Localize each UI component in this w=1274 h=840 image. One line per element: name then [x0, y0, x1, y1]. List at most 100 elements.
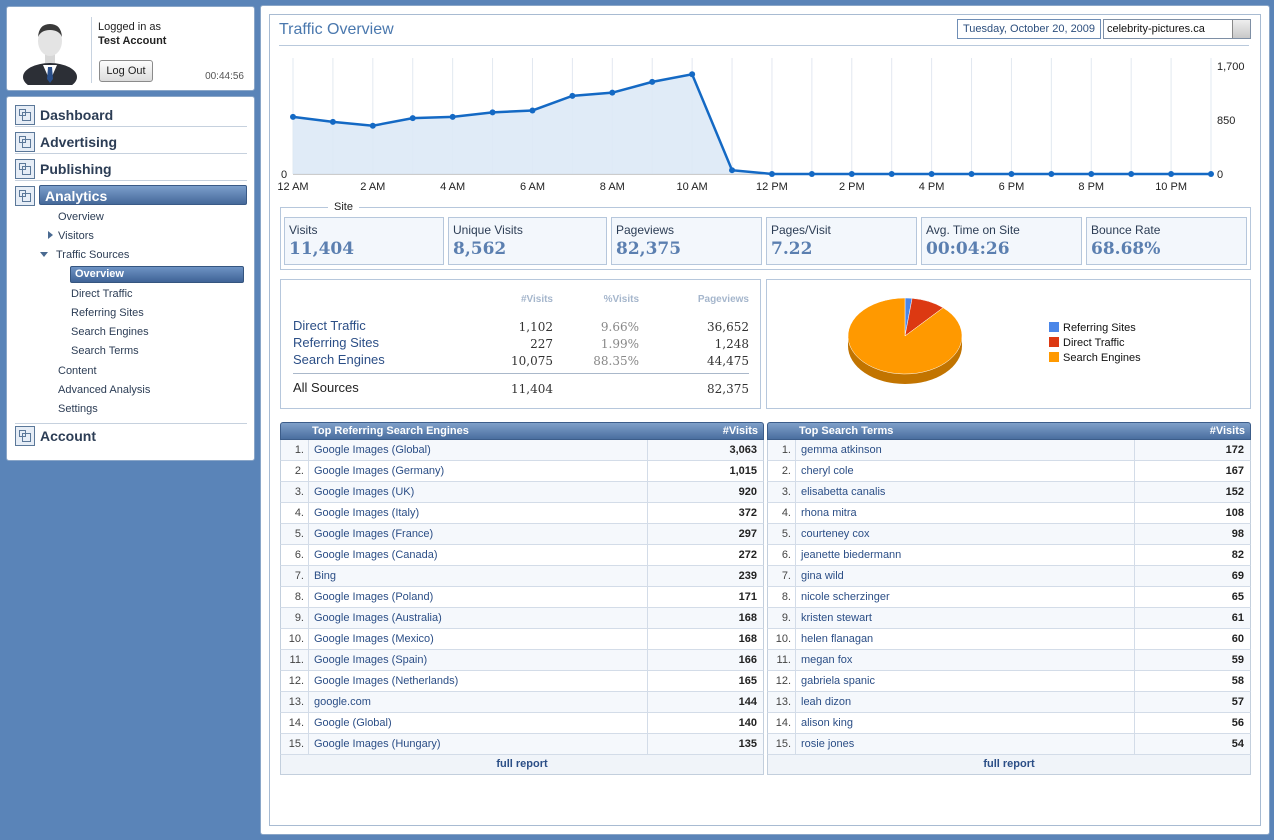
nav-direct-traffic[interactable]: Direct Traffic: [71, 288, 133, 300]
row-link[interactable]: Google Images (UK): [314, 486, 415, 498]
row-link[interactable]: courteney cox: [801, 528, 870, 540]
y-tick-label: 1,700: [1217, 61, 1245, 73]
row-value: 69: [1134, 566, 1250, 586]
row-value: 54: [1134, 734, 1250, 754]
row-index: 10.: [768, 629, 796, 649]
table-row: 14. Google (Global) 140: [280, 713, 764, 734]
data-point: [928, 171, 935, 177]
full-report-link[interactable]: full report: [767, 755, 1251, 775]
row-value: 297: [647, 524, 763, 544]
row-link[interactable]: Google Images (Canada): [314, 549, 438, 561]
row-value: 152: [1134, 482, 1250, 502]
row-link[interactable]: megan fox: [801, 654, 853, 666]
dropdown-arrow-icon[interactable]: [1232, 20, 1250, 38]
nav-advanced-analysis[interactable]: Advanced Analysis: [58, 384, 151, 396]
nav-analytics[interactable]: Analytics: [15, 184, 247, 208]
row-link[interactable]: Google Images (Australia): [314, 612, 442, 624]
nav-search-engines[interactable]: Search Engines: [71, 326, 149, 338]
table-header: Top Search Terms #Visits: [767, 422, 1251, 440]
table-row: 15. rosie jones 54: [767, 734, 1251, 755]
data-point: [290, 113, 296, 120]
row-link[interactable]: gabriela spanic: [801, 675, 875, 687]
row-link[interactable]: Google (Global): [314, 717, 392, 729]
table-row: 1. gemma atkinson 172: [767, 440, 1251, 461]
nav-referring-sites[interactable]: Referring Sites: [71, 307, 144, 319]
table-row: 11. Google Images (Spain) 166: [280, 650, 764, 671]
row-link[interactable]: leah dizon: [801, 696, 852, 708]
row-index: 14.: [281, 713, 309, 733]
data-point: [649, 78, 656, 85]
collapse-traffic-sources-icon[interactable]: [40, 252, 48, 257]
legend-label: Direct Traffic: [1063, 337, 1125, 349]
row-link[interactable]: Google Images (Hungary): [314, 738, 441, 750]
row-link[interactable]: Google Images (Spain): [314, 654, 428, 666]
row-index: 12.: [768, 671, 796, 691]
nav-overview[interactable]: Overview: [58, 211, 104, 223]
top-search-terms-table: Top Search Terms #Visits 1. gemma atkinso…: [767, 422, 1251, 775]
source-referring-sites[interactable]: Referring Sites: [293, 335, 379, 350]
row-value: 140: [647, 713, 763, 733]
nav-label: Account: [40, 428, 96, 444]
table-row: 8. Google Images (Poland) 171: [280, 587, 764, 608]
row-index: 7.: [281, 566, 309, 586]
row-link[interactable]: alison king: [801, 717, 853, 729]
nav-dashboard[interactable]: Dashboard: [15, 103, 247, 127]
row-link[interactable]: rosie jones: [801, 738, 855, 750]
stat-avg-time: Avg. Time on Site 00:04:26: [921, 217, 1082, 265]
data-point: [768, 171, 775, 177]
row-value: 58: [1134, 671, 1250, 691]
full-report-link[interactable]: full report: [280, 755, 764, 775]
row-link[interactable]: Google Images (Netherlands): [314, 675, 459, 687]
logout-button[interactable]: Log Out: [99, 60, 153, 82]
row-link[interactable]: Google Images (Poland): [314, 591, 434, 603]
row-link[interactable]: Google Images (Mexico): [314, 633, 434, 645]
row-link[interactable]: google.com: [314, 696, 371, 708]
nav-advertising[interactable]: Advertising: [15, 130, 247, 154]
stat-label: Pageviews: [616, 223, 675, 237]
source-visits: 10,075: [511, 354, 553, 368]
date-picker[interactable]: Tuesday, October 20, 2009: [957, 19, 1101, 39]
row-link[interactable]: Google Images (Germany): [314, 465, 445, 477]
nav-label: Advertising: [40, 134, 118, 150]
row-link[interactable]: nicole scherzinger: [801, 591, 890, 603]
nav-traffic-overview[interactable]: Overview: [70, 266, 244, 283]
row-link[interactable]: jeanette biedermann: [801, 549, 902, 561]
expand-visitors-icon[interactable]: [48, 231, 53, 239]
x-tick-label: 8 PM: [1078, 181, 1104, 193]
session-timer: 00:44:56: [205, 71, 244, 82]
table-title: Top Search Terms: [799, 425, 894, 437]
col-header-pct: %Visits: [603, 294, 639, 305]
nav-content[interactable]: Content: [58, 365, 97, 377]
row-link[interactable]: Google Images (France): [314, 528, 434, 540]
stat-bounce-rate: Bounce Rate 68.68%: [1086, 217, 1247, 265]
nav-publishing[interactable]: Publishing: [15, 157, 247, 181]
row-link[interactable]: elisabetta canalis: [801, 486, 886, 498]
nav-search-terms[interactable]: Search Terms: [71, 345, 139, 357]
row-link[interactable]: gina wild: [801, 570, 844, 582]
row-value: 65: [1134, 587, 1250, 607]
data-point: [888, 171, 895, 177]
table-row: 12. gabriela spanic 58: [767, 671, 1251, 692]
row-link[interactable]: Google Images (Global): [314, 444, 431, 456]
traffic-line-chart: 12 AM 2 AM 4 AM 6 AM 8 AM 10 AM 12 PM 2 PM 4 PM 6…: [277, 58, 1245, 193]
row-link[interactable]: kristen stewart: [801, 612, 872, 624]
row-link[interactable]: Google Images (Italy): [314, 507, 420, 519]
nav-account[interactable]: Account: [15, 423, 247, 447]
col-header-pageviews: Pageviews: [697, 294, 749, 305]
source-search-engines[interactable]: Search Engines: [293, 352, 385, 367]
row-value: 239: [647, 566, 763, 586]
row-link[interactable]: rhona mitra: [801, 507, 857, 519]
stat-value: 11,404: [289, 239, 355, 259]
row-link[interactable]: cheryl cole: [801, 465, 854, 477]
row-link[interactable]: Bing: [314, 570, 337, 582]
stat-label: Avg. Time on Site: [926, 223, 1020, 237]
nav-settings[interactable]: Settings: [58, 403, 98, 415]
source-pageviews: 36,652: [707, 320, 749, 334]
table-row: 10. helen flanagan 60: [767, 629, 1251, 650]
row-link[interactable]: helen flanagan: [801, 633, 874, 645]
source-direct-traffic[interactable]: Direct Traffic: [293, 318, 366, 333]
site-select[interactable]: celebrity-pictures.ca: [1103, 19, 1251, 39]
nav-traffic-sources[interactable]: Traffic Sources: [56, 249, 130, 261]
nav-visitors[interactable]: Visitors: [58, 230, 94, 242]
row-link[interactable]: gemma atkinson: [801, 444, 882, 456]
